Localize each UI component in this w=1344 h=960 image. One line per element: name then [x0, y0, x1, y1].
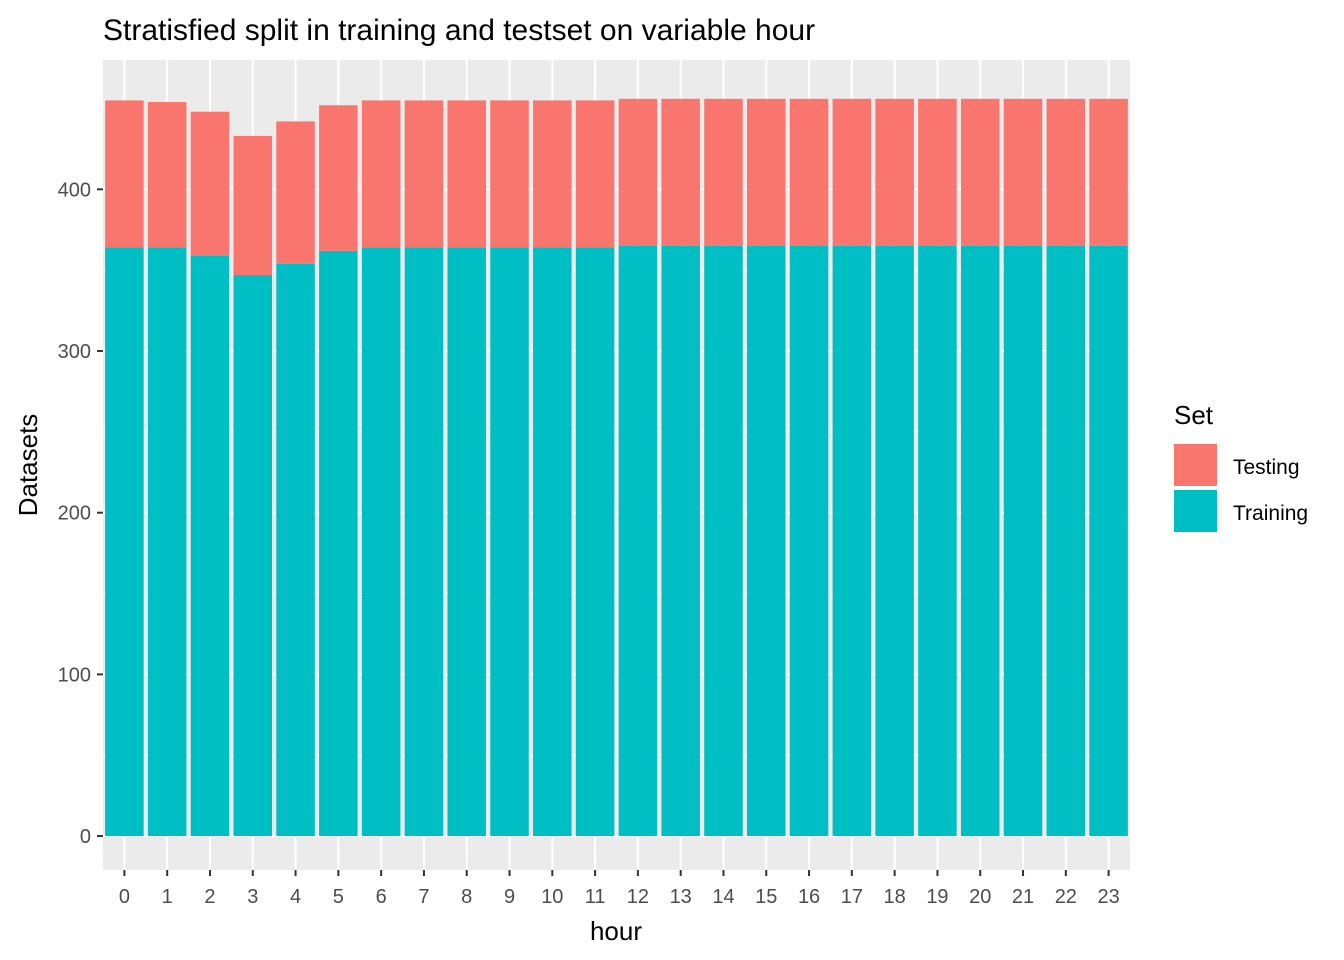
y-axis-title: Datasets	[13, 414, 43, 517]
x-tick-label: 13	[670, 886, 692, 908]
bars	[105, 98, 1128, 837]
bar-training-hour-1	[147, 247, 187, 837]
x-tick-label: 10	[541, 886, 563, 908]
bar-training-hour-15	[747, 245, 786, 837]
bar-testing-hour-15	[747, 98, 786, 246]
x-tick-label: 23	[1097, 886, 1119, 908]
y-tick-label: 400	[58, 179, 91, 201]
bar-testing-hour-3	[233, 135, 273, 276]
bar-testing-hour-14	[704, 98, 743, 246]
x-tick-label: 12	[627, 886, 649, 908]
bar-training-hour-17	[832, 245, 872, 837]
legend-key-training	[1174, 490, 1217, 532]
bar-testing-hour-19	[918, 98, 957, 246]
bar-training-hour-19	[918, 245, 957, 837]
bar-training-hour-4	[276, 263, 315, 837]
x-tick-label: 2	[204, 886, 215, 908]
x-tick-label: 18	[884, 886, 906, 908]
bar-testing-hour-1	[147, 102, 187, 248]
x-tick-label: 14	[712, 886, 734, 908]
x-tick-label: 8	[461, 886, 472, 908]
y-tick-label: 200	[58, 503, 91, 525]
y-tick-label: 0	[80, 826, 91, 848]
y-tick-label: 100	[58, 664, 91, 686]
bar-testing-hour-16	[789, 98, 829, 246]
bar-training-hour-13	[661, 245, 700, 837]
bar-testing-hour-20	[960, 98, 1000, 246]
y-tick-label: 300	[58, 341, 91, 363]
bar-training-hour-21	[1003, 245, 1043, 837]
bar-testing-hour-10	[533, 100, 572, 248]
bar-testing-hour-2	[190, 111, 230, 256]
bar-training-hour-20	[960, 245, 1000, 837]
bar-testing-hour-18	[875, 98, 914, 246]
bar-testing-hour-0	[105, 100, 144, 248]
plot-panel	[103, 60, 1130, 870]
bar-training-hour-12	[618, 245, 658, 837]
x-tick-label: 4	[290, 886, 301, 908]
bar-training-hour-5	[319, 250, 358, 837]
x-tick-label: 3	[247, 886, 258, 908]
bar-training-hour-2	[190, 255, 230, 837]
legend-title: Set	[1174, 400, 1214, 430]
x-tick-label: 9	[504, 886, 515, 908]
bar-testing-hour-11	[575, 100, 615, 248]
bar-testing-hour-4	[276, 121, 315, 264]
legend-label-training: Training	[1233, 502, 1308, 525]
chart-title: Stratisfied split in training and testse…	[103, 14, 815, 47]
bar-testing-hour-22	[1046, 98, 1086, 246]
x-tick-label: 5	[333, 886, 344, 908]
x-axis-title: hour	[590, 916, 642, 946]
bar-testing-hour-17	[832, 98, 872, 246]
x-tick-label: 6	[376, 886, 387, 908]
bar-training-hour-6	[361, 247, 401, 837]
x-tick-label: 20	[969, 886, 991, 908]
bar-training-hour-23	[1089, 245, 1128, 837]
bar-testing-hour-9	[490, 100, 529, 248]
bar-testing-hour-13	[661, 98, 700, 246]
bar-training-hour-11	[575, 247, 615, 837]
bar-training-hour-16	[789, 245, 829, 837]
x-tick-label: 21	[1012, 886, 1034, 908]
legend: Set Testing Training	[1174, 400, 1308, 532]
x-tick-label: 7	[418, 886, 429, 908]
bar-testing-hour-7	[404, 100, 444, 248]
bar-training-hour-3	[233, 275, 273, 837]
bar-training-hour-18	[875, 245, 914, 837]
bar-training-hour-14	[704, 245, 743, 837]
bar-testing-hour-23	[1089, 98, 1128, 246]
x-tick-label: 0	[119, 886, 130, 908]
bar-training-hour-0	[105, 247, 144, 837]
legend-label-testing: Testing	[1233, 456, 1300, 479]
bar-training-hour-22	[1046, 245, 1086, 837]
x-tick-label: 22	[1055, 886, 1077, 908]
x-tick-label: 1	[162, 886, 173, 908]
bar-testing-hour-12	[618, 98, 658, 246]
x-tick-label: 17	[841, 886, 863, 908]
bar-training-hour-8	[447, 247, 486, 837]
legend-key-testing	[1174, 444, 1217, 486]
bar-testing-hour-21	[1003, 98, 1043, 246]
bar-training-hour-7	[404, 247, 444, 837]
bar-training-hour-9	[490, 247, 529, 837]
bar-testing-hour-8	[447, 100, 486, 248]
x-tick-label: 15	[755, 886, 777, 908]
bar-training-hour-10	[533, 247, 572, 837]
x-tick-label: 19	[926, 886, 948, 908]
bar-testing-hour-5	[319, 105, 358, 251]
bar-testing-hour-6	[361, 100, 401, 248]
x-tick-label: 11	[585, 886, 606, 908]
x-tick-label: 16	[798, 886, 820, 908]
